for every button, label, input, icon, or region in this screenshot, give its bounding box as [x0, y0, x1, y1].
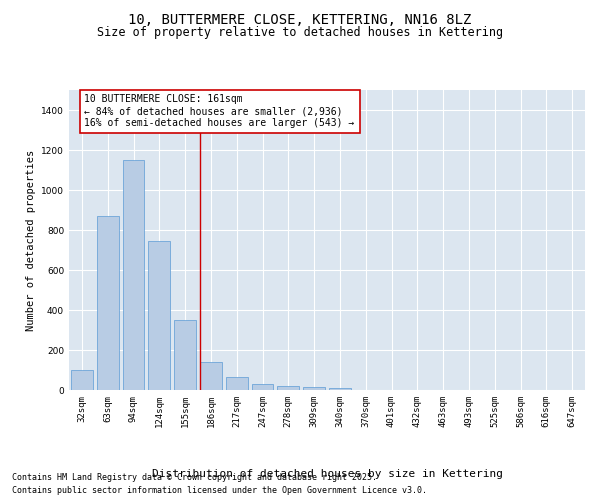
Text: 10, BUTTERMERE CLOSE, KETTERING, NN16 8LZ: 10, BUTTERMERE CLOSE, KETTERING, NN16 8L…	[128, 12, 472, 26]
Bar	[148, 241, 170, 390]
Text: 10 BUTTERMERE CLOSE: 161sqm
← 84% of detached houses are smaller (2,936)
16% of : 10 BUTTERMERE CLOSE: 161sqm ← 84% of det…	[85, 94, 355, 128]
Bar	[200, 362, 222, 390]
Bar	[97, 216, 119, 390]
Bar	[122, 160, 145, 390]
Text: Contains HM Land Registry data © Crown copyright and database right 2025.: Contains HM Land Registry data © Crown c…	[12, 472, 377, 482]
Text: Size of property relative to detached houses in Kettering: Size of property relative to detached ho…	[97, 26, 503, 39]
Y-axis label: Number of detached properties: Number of detached properties	[26, 150, 35, 330]
Bar	[329, 388, 351, 390]
Bar	[303, 387, 325, 390]
X-axis label: Distribution of detached houses by size in Kettering: Distribution of detached houses by size …	[151, 469, 503, 479]
Bar	[71, 370, 93, 390]
Bar	[251, 384, 274, 390]
Text: Contains public sector information licensed under the Open Government Licence v3: Contains public sector information licen…	[12, 486, 427, 495]
Bar	[277, 386, 299, 390]
Bar	[226, 377, 248, 390]
Bar	[174, 320, 196, 390]
